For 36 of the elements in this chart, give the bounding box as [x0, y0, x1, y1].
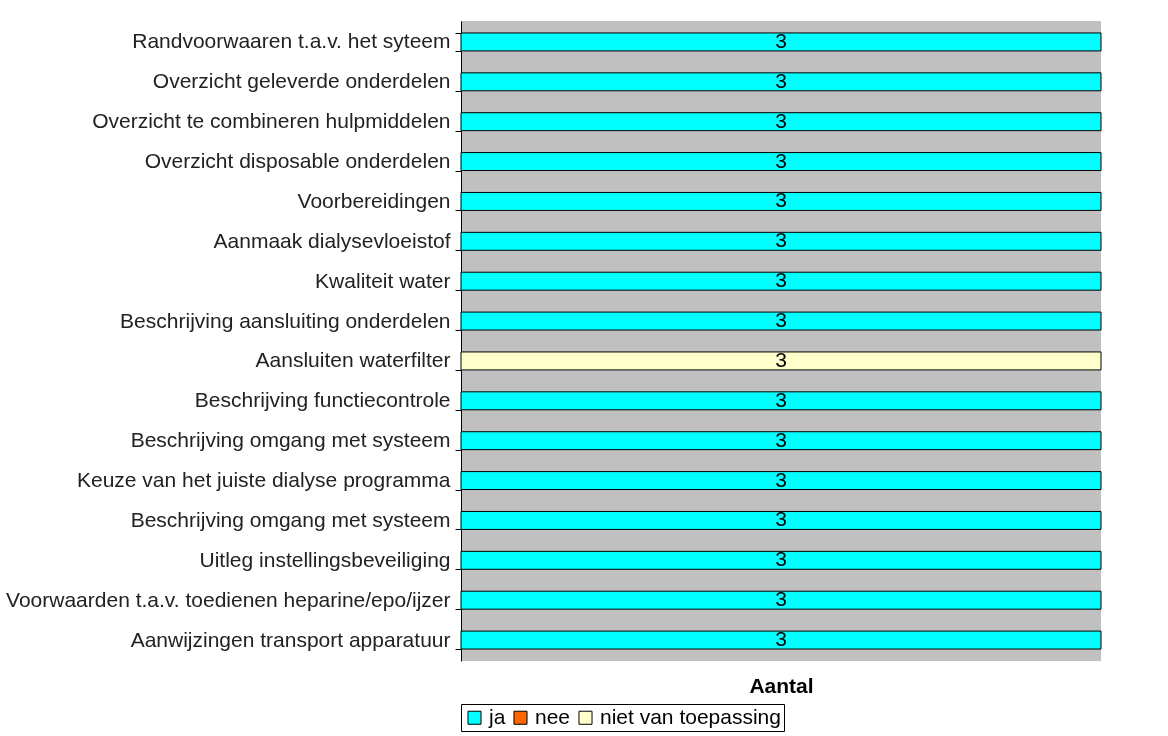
y-tick-label: Beschrijving omgang met systeem [130, 428, 451, 452]
data-label: 3 [775, 507, 787, 531]
legend-label: niet van toepassing [600, 704, 781, 728]
data-label: 3 [775, 188, 787, 212]
x-axis-title: Aantal [749, 673, 814, 697]
y-tick-label: Overzicht te combineren hulpmiddelen [92, 109, 451, 133]
data-label: 3 [775, 587, 787, 611]
data-label: 3 [775, 108, 787, 132]
data-label: 3 [775, 68, 787, 92]
y-tick-label: Overzicht geleverde onderdelen [152, 69, 451, 93]
y-tick-label: Voorwaarden t.a.v. toedienen heparine/epo/ijzer [6, 587, 451, 611]
data-label: 3 [775, 427, 787, 451]
legend-label: ja [488, 704, 506, 728]
data-label: 3 [775, 228, 787, 252]
y-tick-label: Uitleg instellingsbeveiliging [199, 547, 451, 571]
y-tick-label: Aanmaak dialysevloeistof [213, 228, 451, 252]
data-label: 3 [775, 547, 787, 571]
y-tick-label: Beschrijving omgang met systeem [130, 507, 451, 531]
y-tick-label: Voorbereidingen [297, 188, 451, 212]
data-label: 3 [775, 308, 787, 332]
data-label: 3 [775, 467, 787, 491]
data-label: 3 [775, 148, 787, 172]
y-tick-label: Aansluiten waterfilter [255, 348, 451, 372]
y-tick-label: Overzicht disposable onderdelen [144, 149, 451, 173]
data-label: 3 [775, 347, 787, 371]
legend-label: nee [535, 704, 571, 728]
y-tick-label: Kwaliteit water [315, 268, 451, 292]
data-label: 3 [775, 28, 787, 52]
data-label: 3 [775, 627, 787, 651]
data-label: 3 [775, 387, 787, 411]
y-tick-label: Beschrijving aansluiting onderdelen [120, 308, 451, 332]
y-tick-label: Randvoorwaaren t.a.v. het syteem [132, 29, 451, 53]
y-tick-label: Aanwijzingen transport apparatuur [130, 627, 451, 651]
y-tick-label: Beschrijving functiecontrole [194, 388, 451, 412]
data-label: 3 [775, 268, 787, 292]
y-tick-label: Keuze van het juiste dialyse programma [76, 468, 451, 492]
